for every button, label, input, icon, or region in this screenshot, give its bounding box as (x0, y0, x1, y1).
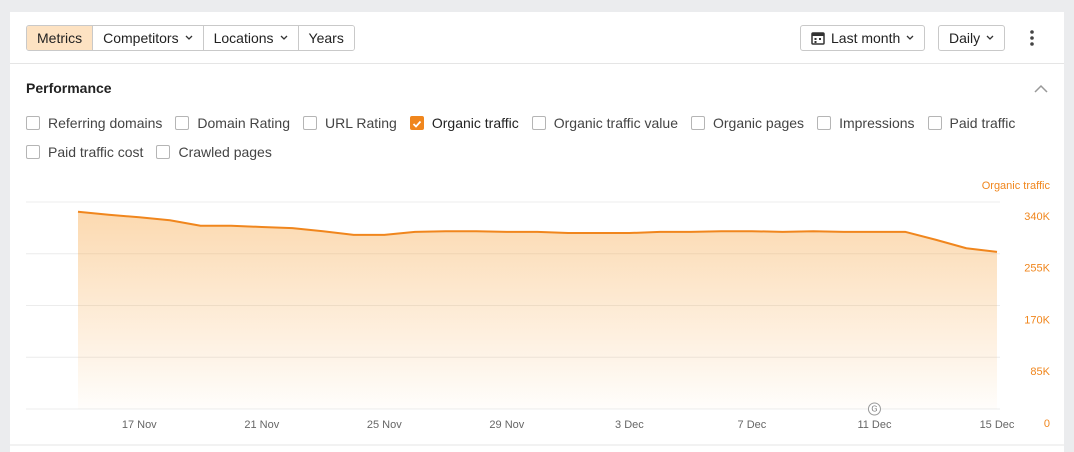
chevron (280, 35, 287, 40)
segment-label: Years (308, 30, 344, 46)
checkbox (26, 145, 40, 159)
metric-checkbox[interactable]: Crawled pages (156, 142, 272, 162)
y-tick-label: 85K (1030, 366, 1050, 378)
x-tick-label: 7 Dec (738, 419, 767, 431)
checkbox (531, 116, 546, 130)
x-tick-label: 21 Nov (244, 419, 279, 431)
interval-button[interactable]: Daily (938, 25, 1006, 51)
segment-label: Metrics (37, 30, 83, 46)
period-button[interactable]: Last month (800, 25, 926, 51)
checkbox (927, 116, 942, 130)
metric-checkbox[interactable]: Organic traffic (409, 113, 519, 133)
x-tick-label: 25 Nov (367, 419, 402, 431)
checkbox (156, 145, 171, 159)
x-tick-label: 29 Nov (489, 419, 524, 431)
chevron (986, 35, 994, 40)
metric-checkbox[interactable]: Paid traffic cost (26, 142, 143, 162)
metric-checkbox[interactable]: Organic traffic value (531, 113, 678, 133)
x-tick-label: 3 Dec (615, 419, 644, 431)
segment-label: Locations (213, 30, 274, 46)
more-menu[interactable] (1028, 29, 1036, 47)
chevron (185, 35, 193, 40)
panel-title: Performance (26, 80, 112, 96)
metric-checkbox[interactable]: Impressions (817, 113, 915, 133)
series-label: Organic traffic (982, 180, 1051, 192)
metric-label: Paid traffic (949, 115, 1016, 131)
check-mark (412, 120, 422, 128)
checkbox (175, 116, 190, 130)
y-tick-label: 0 (1044, 418, 1050, 430)
area (78, 211, 997, 409)
x-tick-label: 11 Dec (857, 419, 892, 431)
segment-button[interactable]: Locations (202, 26, 298, 50)
metric-checkbox[interactable]: URL Rating (303, 113, 397, 133)
interval-label: Daily (949, 30, 981, 46)
checkbox (691, 116, 705, 130)
collapse-chevron[interactable] (1034, 84, 1048, 94)
period-label: Last month (831, 30, 901, 46)
checkbox (303, 116, 317, 130)
line (77, 210, 998, 253)
metric-list: Referring domains Domain Rating URL Rating… (26, 113, 1056, 162)
metric-label: Organic traffic (431, 115, 519, 131)
annotation-marker (867, 402, 881, 416)
segment-label: Competitors (103, 30, 179, 46)
calendar-icon (811, 32, 825, 45)
checkbox (409, 116, 424, 130)
metric-label: Crawled pages (178, 144, 272, 160)
checkbox (26, 116, 40, 130)
y-tick-label: 170K (1024, 314, 1050, 326)
toolbar: Metrics Competitors Locations Years Last mo… (10, 12, 1064, 64)
metric-checkbox[interactable]: Organic pages (691, 113, 804, 133)
metric-label: Organic pages (713, 115, 805, 131)
segment-button[interactable]: Years (297, 26, 354, 50)
y-tick-label: 340K (1024, 211, 1050, 223)
x-tick-label: 17 Nov (122, 419, 157, 431)
metric-label: Paid traffic cost (48, 144, 144, 160)
checkbox (817, 116, 832, 130)
metric-label: Domain Rating (197, 115, 290, 131)
metric-label: Organic traffic value (553, 115, 678, 131)
metric-checkbox[interactable]: Referring domains (26, 113, 162, 133)
metric-checkbox[interactable]: Domain Rating (175, 113, 290, 133)
y-tick-label: 255K (1024, 263, 1050, 275)
chevron (906, 35, 914, 40)
annotation-label: G (871, 405, 877, 414)
metric-label: Referring domains (48, 115, 163, 131)
segment-button[interactable]: Metrics (27, 26, 93, 50)
x-tick-label: 15 Dec (980, 419, 1015, 431)
segment-button[interactable]: Competitors (92, 26, 203, 50)
metric-checkbox[interactable]: Paid traffic (927, 113, 1016, 133)
metric-label: URL Rating (325, 115, 397, 131)
segment-group: Metrics Competitors Locations Years (26, 25, 355, 51)
metric-label: Impressions (839, 115, 915, 131)
